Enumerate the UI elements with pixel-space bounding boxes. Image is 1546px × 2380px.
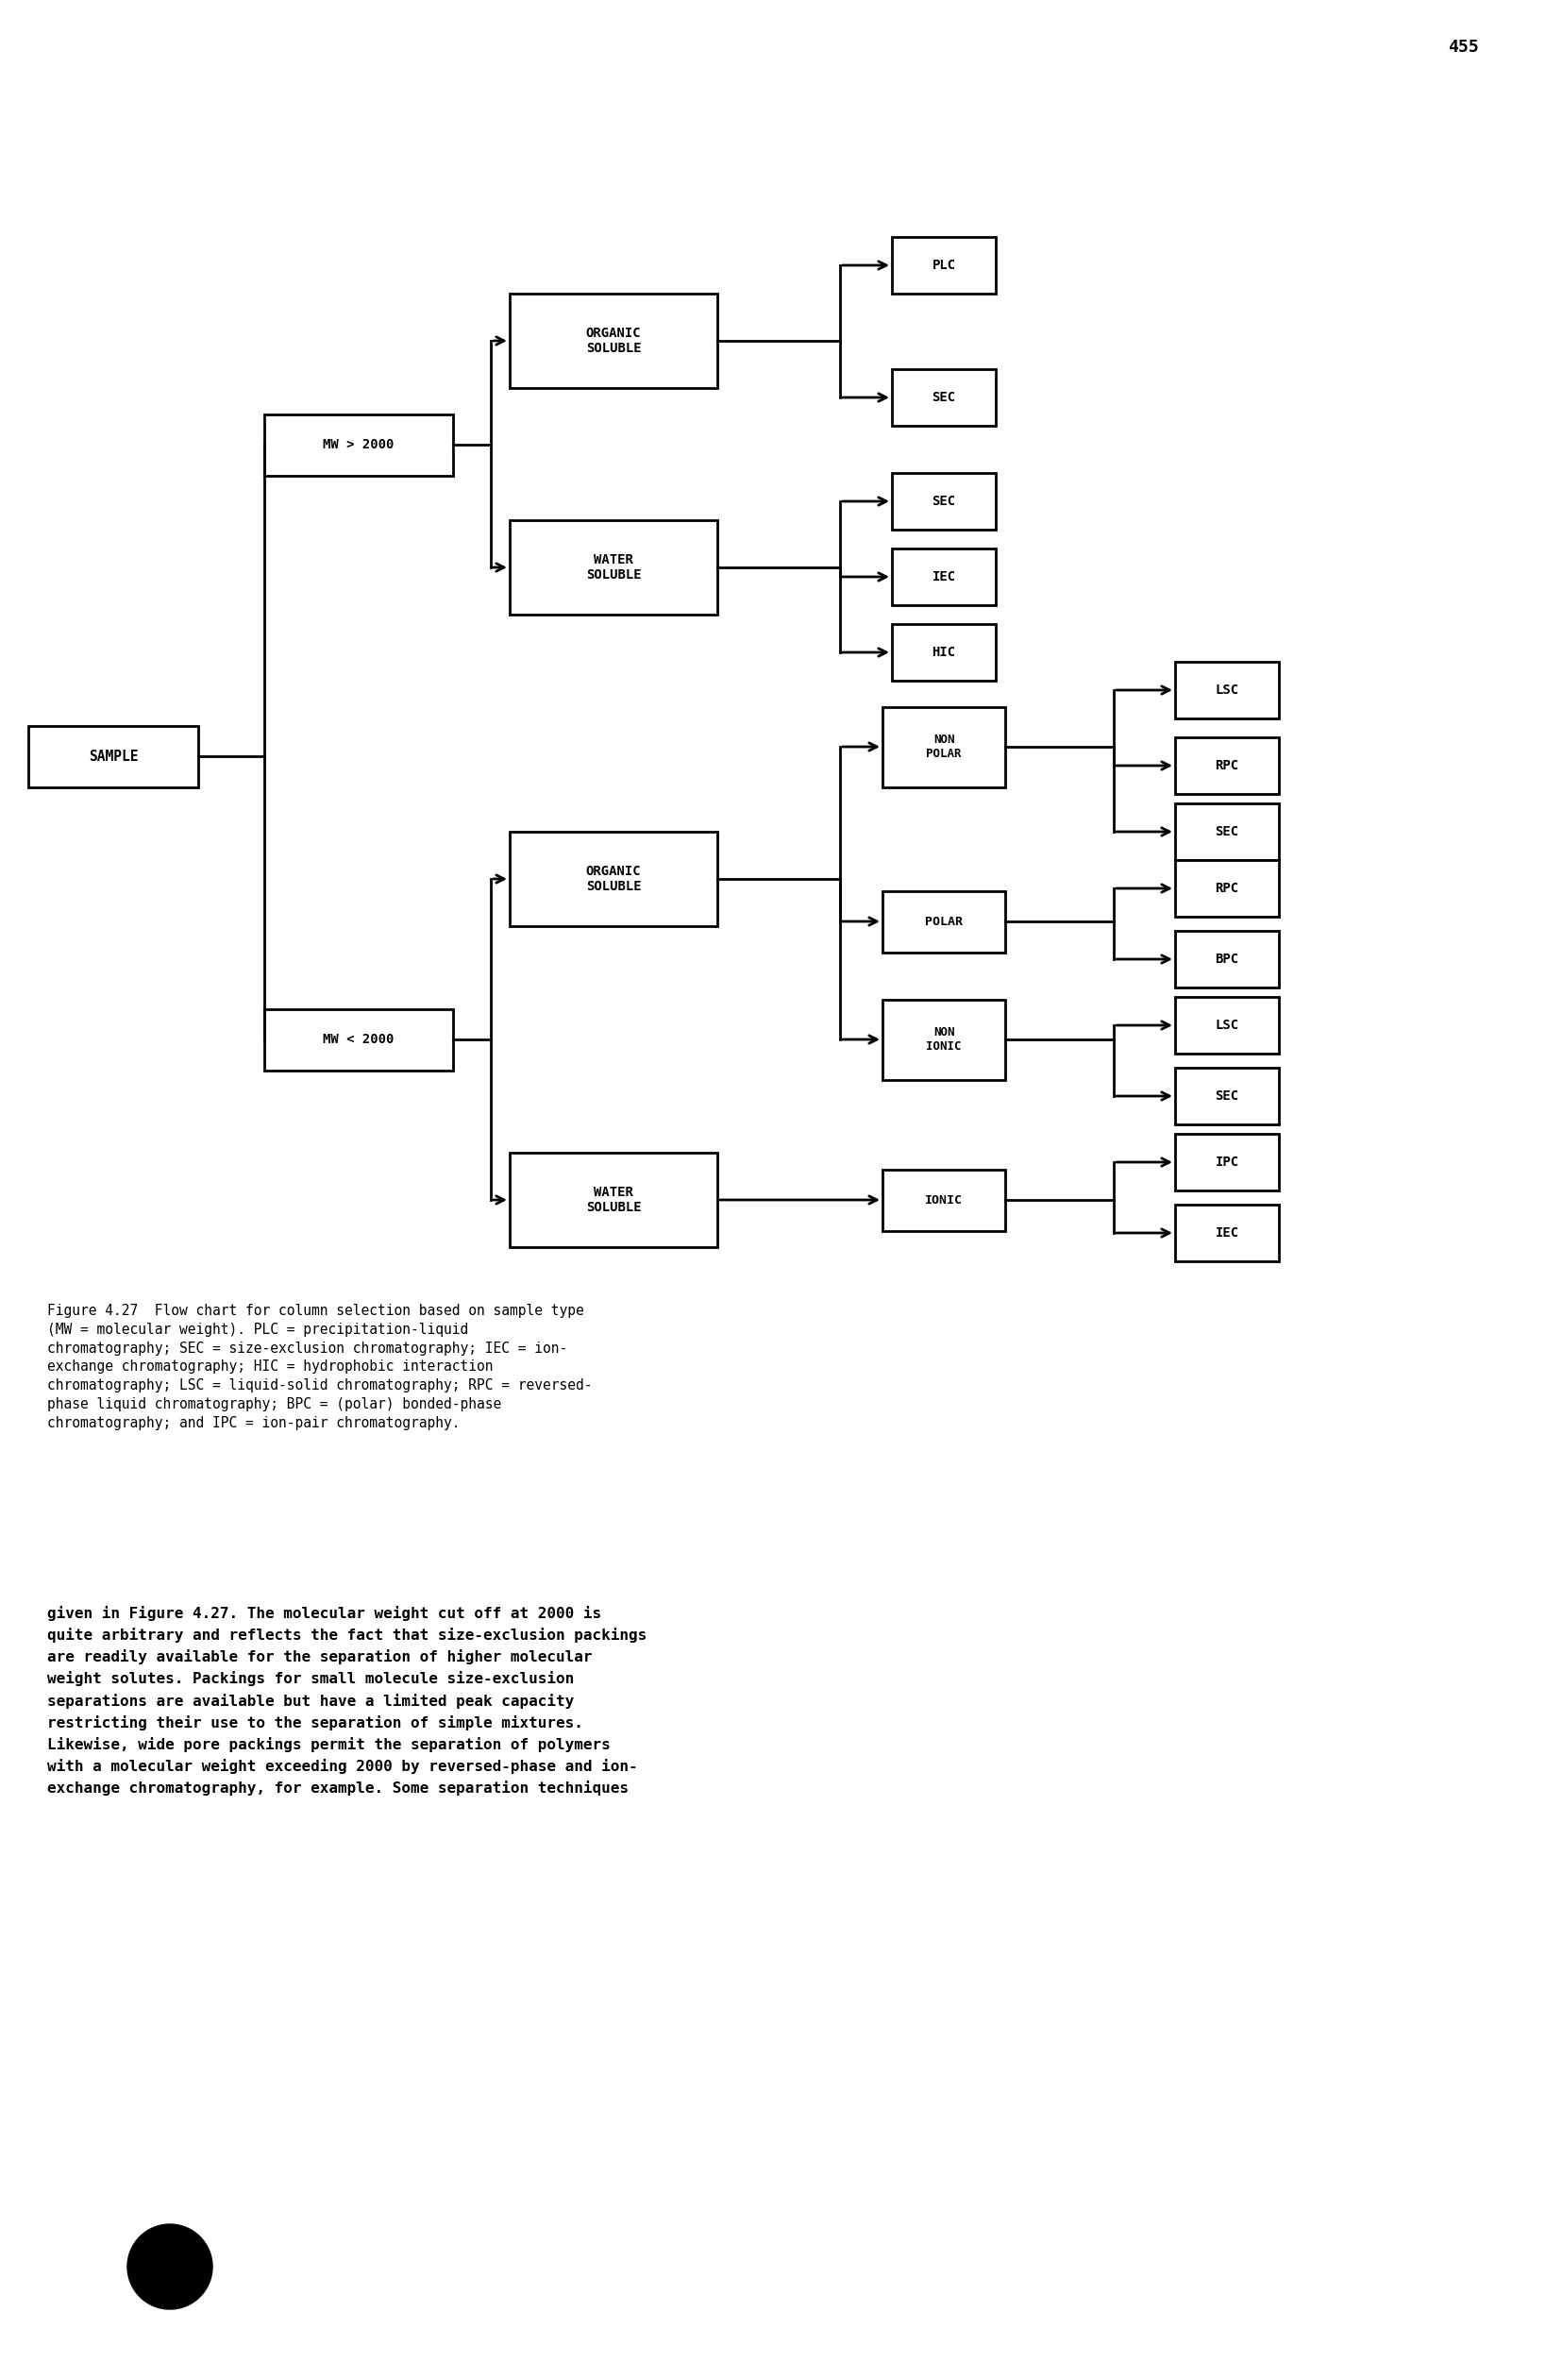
FancyBboxPatch shape [892,624,996,681]
FancyBboxPatch shape [264,1009,453,1071]
FancyBboxPatch shape [264,414,453,476]
Text: SEC: SEC [932,495,955,507]
FancyBboxPatch shape [1175,1204,1279,1261]
FancyBboxPatch shape [1175,931,1279,988]
FancyBboxPatch shape [1175,1069,1279,1123]
Text: ORGANIC
SOLUBLE: ORGANIC SOLUBLE [586,326,642,355]
FancyBboxPatch shape [1175,804,1279,859]
FancyBboxPatch shape [510,293,717,388]
Text: SEC: SEC [1215,826,1238,838]
Text: SEC: SEC [932,390,955,405]
FancyBboxPatch shape [883,1169,1005,1230]
FancyBboxPatch shape [510,521,717,614]
Text: NON
POLAR: NON POLAR [926,733,962,759]
FancyBboxPatch shape [510,831,717,926]
Text: NON
IONIC: NON IONIC [926,1026,962,1052]
Circle shape [127,2225,212,2309]
FancyBboxPatch shape [1175,1133,1279,1190]
Text: HIC: HIC [932,645,955,659]
Text: Figure 4.27  Flow chart for column selection based on sample type
(MW = molecula: Figure 4.27 Flow chart for column select… [48,1304,592,1430]
FancyBboxPatch shape [1175,662,1279,719]
Text: 455: 455 [1447,38,1478,55]
FancyBboxPatch shape [510,1152,717,1247]
Text: SEC: SEC [1215,1090,1238,1102]
FancyBboxPatch shape [883,1000,1005,1081]
Text: LSC: LSC [1215,683,1238,697]
FancyBboxPatch shape [1175,859,1279,916]
Text: IONIC: IONIC [925,1195,963,1207]
FancyBboxPatch shape [883,890,1005,952]
Text: RPC: RPC [1215,881,1238,895]
Text: PLC: PLC [932,259,955,271]
Text: SAMPLE: SAMPLE [88,750,138,764]
Text: MW > 2000: MW > 2000 [323,438,394,452]
Text: IPC: IPC [1215,1157,1238,1169]
Text: LSC: LSC [1215,1019,1238,1033]
Text: WATER
SOLUBLE: WATER SOLUBLE [586,1185,642,1214]
FancyBboxPatch shape [28,726,198,788]
FancyBboxPatch shape [883,707,1005,788]
Text: BPC: BPC [1215,952,1238,966]
FancyBboxPatch shape [892,547,996,605]
FancyBboxPatch shape [892,369,996,426]
Text: RPC: RPC [1215,759,1238,771]
Text: POLAR: POLAR [925,916,963,928]
Text: ORGANIC
SOLUBLE: ORGANIC SOLUBLE [586,864,642,892]
Text: IEC: IEC [1215,1226,1238,1240]
Text: MW < 2000: MW < 2000 [323,1033,394,1047]
FancyBboxPatch shape [1175,738,1279,795]
FancyBboxPatch shape [892,238,996,293]
Text: IEC: IEC [932,571,955,583]
FancyBboxPatch shape [892,474,996,531]
Text: given in Figure 4.27. The molecular weight cut off at 2000 is
quite arbitrary an: given in Figure 4.27. The molecular weig… [48,1607,646,1797]
Text: WATER
SOLUBLE: WATER SOLUBLE [586,552,642,581]
FancyBboxPatch shape [1175,997,1279,1054]
